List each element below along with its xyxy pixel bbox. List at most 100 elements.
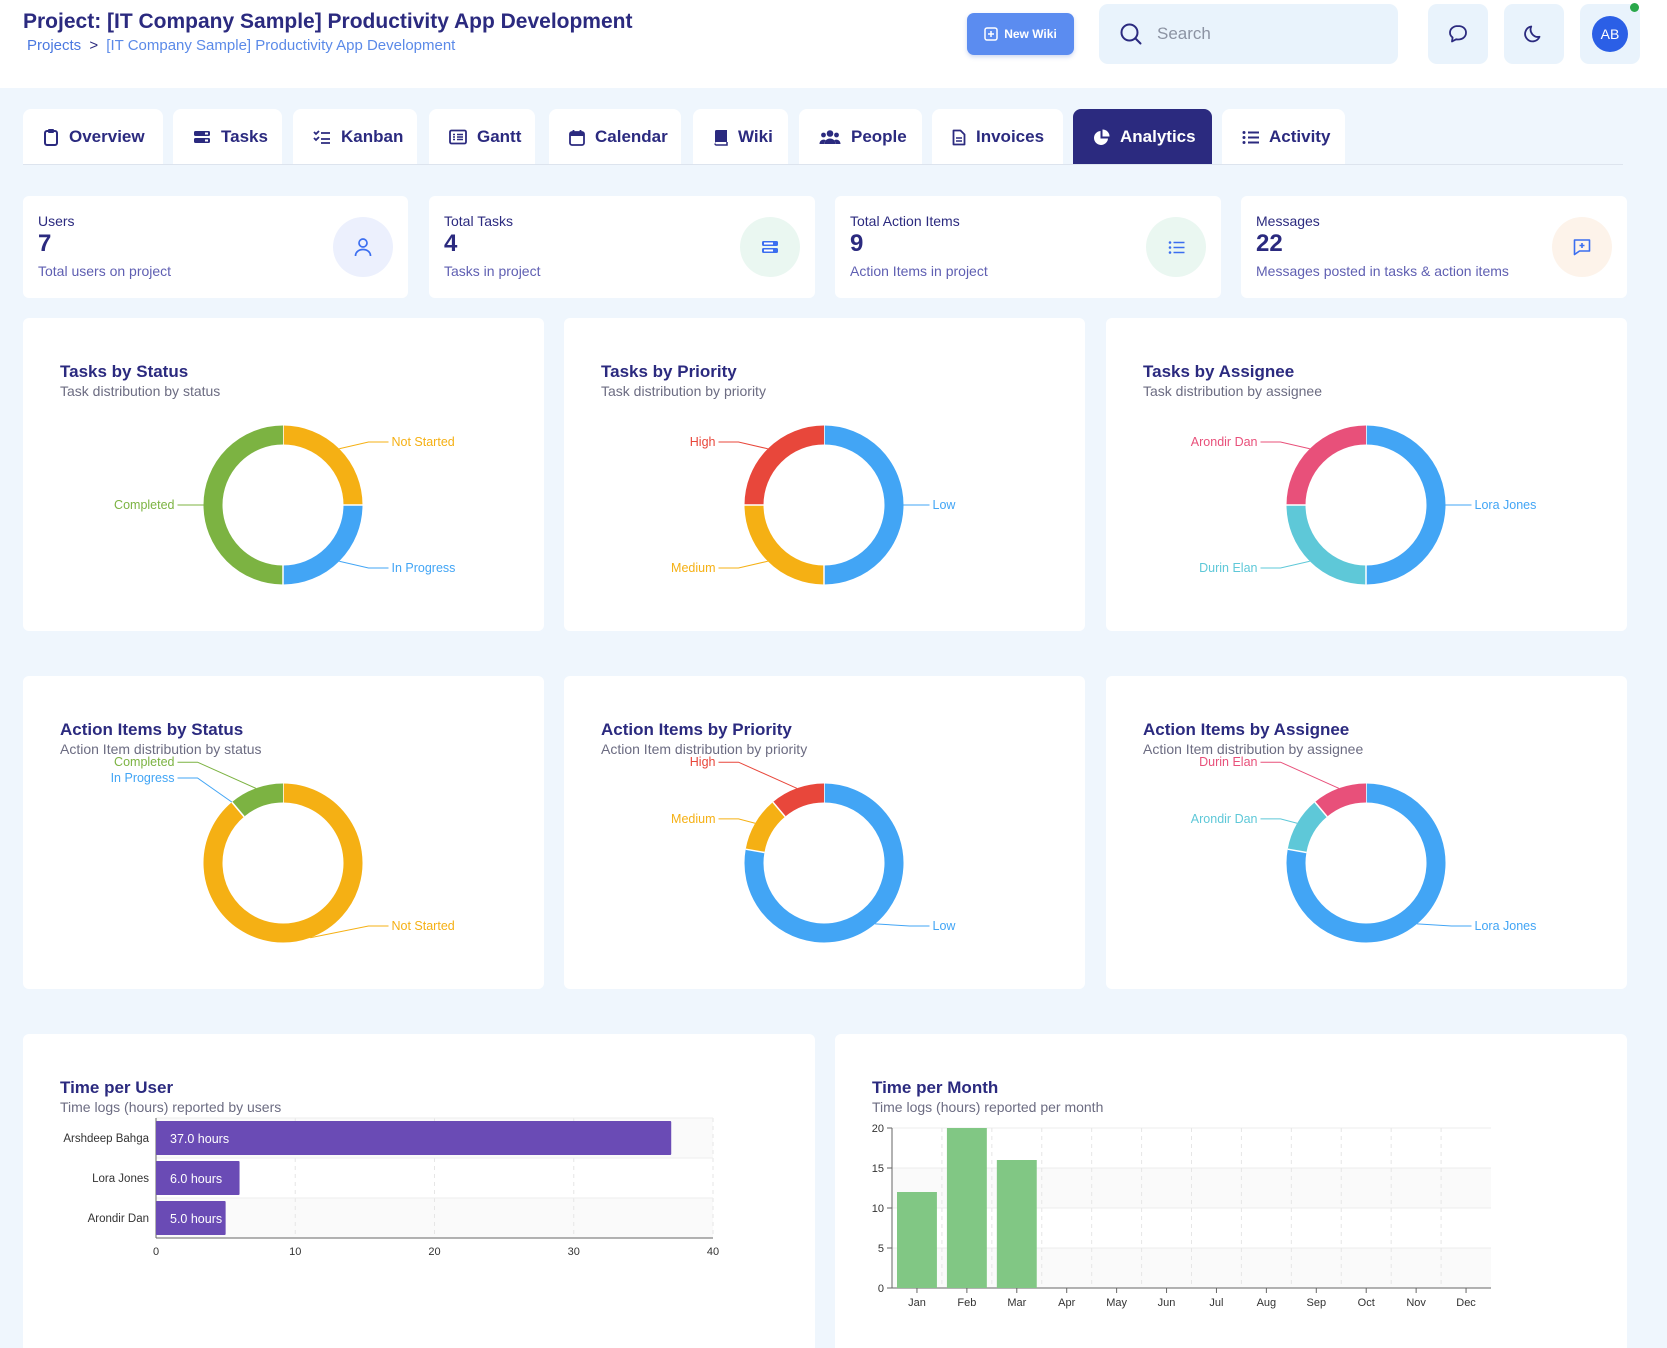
donut-slice-not-started[interactable] xyxy=(282,425,363,506)
x-tick-label: May xyxy=(1106,1297,1127,1309)
donut-slice-low[interactable] xyxy=(823,425,904,585)
y-tick-label: Arondir Dan xyxy=(88,1213,149,1225)
x-tick-label: Oct xyxy=(1358,1297,1375,1309)
chart-title: Time per Month xyxy=(872,1078,999,1097)
user-menu-button[interactable]: AB xyxy=(1580,4,1640,64)
donut-slice-lora-jones[interactable] xyxy=(1365,425,1446,585)
moon-icon xyxy=(1524,25,1541,43)
tab-wiki[interactable]: Wiki xyxy=(693,109,788,165)
donut-label-high: High xyxy=(690,435,716,449)
tab-label: Kanban xyxy=(341,127,404,146)
chart-card-tasks-by-status: Tasks by Status Task distribution by sta… xyxy=(23,318,544,631)
tab-kanban[interactable]: Kanban xyxy=(293,109,417,165)
bar-feb[interactable] xyxy=(946,1128,987,1288)
donut-slice-medium[interactable] xyxy=(745,802,786,853)
label-leader-line xyxy=(1260,761,1340,789)
donut-slice-completed[interactable] xyxy=(203,425,284,585)
donut-slice-high[interactable] xyxy=(772,783,825,817)
donut-label-high: High xyxy=(690,755,716,769)
chart-subtitle: Task distribution by status xyxy=(60,383,221,399)
chart-subtitle: Time logs (hours) reported per month xyxy=(872,1099,1104,1115)
chart-title: Tasks by Priority xyxy=(601,362,737,381)
donut-slice-durin-elan[interactable] xyxy=(1286,504,1367,585)
donut-label-durin-elan: Durin Elan xyxy=(1199,755,1257,769)
chart-title: Action Items by Assignee xyxy=(1143,720,1350,739)
bar-value-label: 6.0 hours xyxy=(170,1172,222,1186)
donut-slice-low[interactable] xyxy=(744,783,904,943)
list-icon xyxy=(1242,130,1259,144)
donut-slice-not-started[interactable] xyxy=(203,783,363,943)
label-leader-line xyxy=(718,761,798,789)
chart-card-action-items-by-assignee: Action Items by Assignee Action Item dis… xyxy=(1106,676,1627,989)
donut-slice-durin-elan[interactable] xyxy=(1314,783,1367,817)
search-input[interactable] xyxy=(1157,24,1377,44)
donut-label-durin-elan: Durin Elan xyxy=(1199,561,1257,575)
donut-slice-lora-jones[interactable] xyxy=(1286,783,1446,943)
donut-label-medium: Medium xyxy=(671,812,715,826)
search-box[interactable] xyxy=(1099,4,1398,64)
book-icon xyxy=(714,129,728,146)
bar-arondir-dan[interactable] xyxy=(156,1201,226,1235)
chart-card-time-per-user: Time per User Time logs (hours) reported… xyxy=(23,1034,815,1348)
message-plus-icon xyxy=(1552,217,1612,277)
donut-label-arondir-dan: Arondir Dan xyxy=(1191,435,1258,449)
messages-button[interactable] xyxy=(1428,4,1488,64)
y-tick-label: 15 xyxy=(872,1163,884,1175)
y-tick-label: 5 xyxy=(878,1243,884,1255)
tab-people[interactable]: People xyxy=(799,109,922,165)
new-wiki-label: New Wiki xyxy=(1004,27,1057,41)
breadcrumb-current[interactable]: [IT Company Sample] Productivity App Dev… xyxy=(106,37,456,54)
bar-arshdeep-bahga[interactable] xyxy=(156,1121,672,1155)
chart-title: Tasks by Status xyxy=(60,362,189,381)
x-tick-label: Feb xyxy=(957,1297,976,1309)
tab-activity[interactable]: Activity xyxy=(1222,109,1345,165)
stat-label: Users xyxy=(38,213,75,229)
chart-subtitle: Action Item distribution by status xyxy=(60,741,262,757)
bar-jan[interactable] xyxy=(897,1192,937,1288)
donut-chart: Lora Jones Arondir Dan Durin Elan xyxy=(1191,755,1536,943)
breadcrumb-separator: > xyxy=(89,37,99,54)
top-header: Project: [IT Company Sample] Productivit… xyxy=(0,0,1667,88)
donut-label-medium: Medium xyxy=(671,561,715,575)
chart-card-action-items-by-priority: Action Items by Priority Action Item dis… xyxy=(564,676,1085,989)
donut-slice-arondir-dan[interactable] xyxy=(1286,425,1367,506)
label-leader-line xyxy=(718,560,768,569)
x-tick-label: Dec xyxy=(1456,1297,1476,1309)
dark-mode-toggle[interactable] xyxy=(1504,4,1564,64)
tab-label: Calendar xyxy=(595,127,668,146)
bar-lora-jones[interactable] xyxy=(156,1161,240,1195)
donut-slice-completed[interactable] xyxy=(231,783,284,817)
breadcrumb: Projects > [IT Company Sample] Productiv… xyxy=(27,37,455,54)
tab-tasks[interactable]: Tasks xyxy=(173,109,282,165)
new-wiki-button[interactable]: New Wiki xyxy=(967,13,1074,55)
label-leader-line xyxy=(875,923,930,927)
donut-chart: Not Started In Progress Completed xyxy=(114,425,455,585)
tab-overview[interactable]: Overview xyxy=(23,109,163,165)
donut-slice-high[interactable] xyxy=(744,425,825,506)
avatar: AB xyxy=(1592,16,1628,52)
donut-label-low: Low xyxy=(933,919,957,933)
label-leader-line xyxy=(1417,923,1472,927)
x-tick-label: 0 xyxy=(153,1246,159,1258)
tab-gantt[interactable]: Gantt xyxy=(429,109,535,165)
stat-description: Messages posted in tasks & action items xyxy=(1256,263,1509,279)
tab-invoices[interactable]: Invoices xyxy=(932,109,1063,165)
x-tick-label: Nov xyxy=(1406,1297,1426,1309)
gantt-icon xyxy=(449,129,467,145)
label-leader-line xyxy=(339,441,389,450)
donut-slice-in-progress[interactable] xyxy=(282,504,363,585)
tab-analytics[interactable]: Analytics xyxy=(1073,109,1212,165)
donut-slice-medium[interactable] xyxy=(744,504,825,585)
tab-calendar[interactable]: Calendar xyxy=(549,109,681,165)
donut-slice-arondir-dan[interactable] xyxy=(1287,802,1328,853)
breadcrumb-projects-link[interactable]: Projects xyxy=(27,37,82,54)
people-icon xyxy=(819,130,841,144)
x-tick-label: 10 xyxy=(289,1246,301,1258)
stat-card-users: Users 7 Total users on project xyxy=(23,196,408,298)
donut-label-lora-jones: Lora Jones xyxy=(1475,498,1537,512)
bar-mar[interactable] xyxy=(996,1160,1037,1288)
stat-value: 7 xyxy=(38,230,52,257)
stat-label: Total Action Items xyxy=(850,213,960,229)
donut-label-in-progress: In Progress xyxy=(111,771,175,785)
tab-label: Tasks xyxy=(221,127,268,146)
